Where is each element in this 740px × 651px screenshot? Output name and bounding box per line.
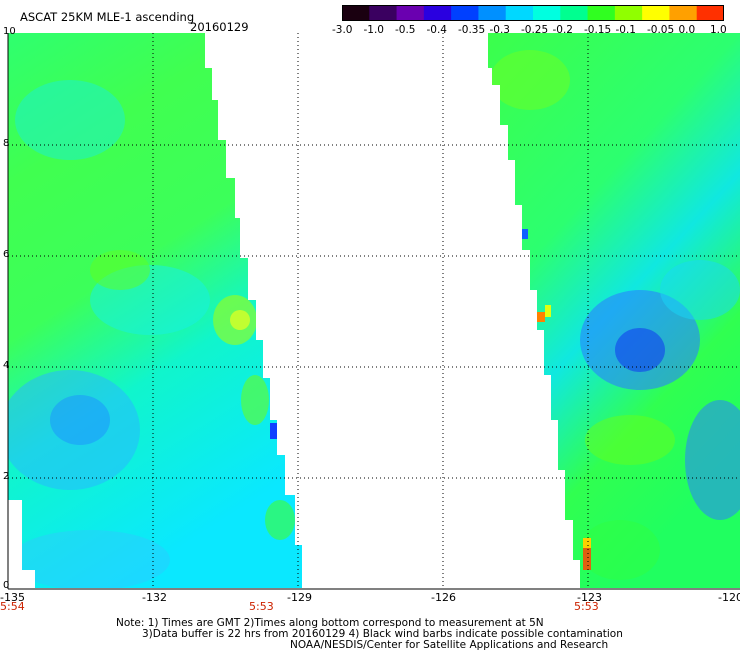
colorbar-swatch — [478, 5, 507, 21]
colorbar-swatch — [505, 5, 534, 21]
colorbar-swatch — [560, 5, 589, 21]
x-tick-label: -120 — [718, 591, 740, 604]
x-tick-label: -135 — [0, 591, 25, 604]
colorbar-border — [342, 5, 724, 21]
swath-map — [7, 33, 740, 590]
y-tick-label: 8 — [3, 138, 10, 149]
y-tick-label: 4 — [3, 360, 10, 371]
x-tick-label: -123 — [577, 591, 602, 604]
colorbar-tick-label: -0.4 — [426, 24, 448, 36]
colorbar-swatch — [342, 5, 370, 21]
y-tick-label: 2 — [3, 471, 10, 482]
colorbar-swatch — [642, 5, 670, 21]
note-line-3: NOAA/NESDIS/Center for Satellite Applica… — [290, 639, 609, 651]
map-date: 20160129 — [190, 20, 249, 34]
colorbar-tick-label: -1.0 — [363, 24, 385, 36]
colorbar-swatch — [423, 5, 452, 21]
time-label: 5:54 — [0, 600, 25, 613]
colorbar-swatch — [614, 5, 643, 21]
colorbar-swatch — [533, 5, 561, 21]
colorbar — [342, 5, 724, 21]
colorbar-swatch — [396, 5, 425, 21]
y-tick-label: 0 — [3, 580, 10, 591]
x-tick-label: -126 — [431, 591, 456, 604]
y-tick-label: 10 — [3, 26, 16, 37]
left-swath — [8, 33, 302, 588]
map-title: ASCAT 25KM MLE-1 ascending — [20, 10, 195, 24]
colorbar-tick-label: -0.35 — [458, 24, 486, 36]
note-line-1: Note: 1) Times are GMT 2)Times along bot… — [116, 617, 544, 629]
x-tick-label: -132 — [142, 591, 167, 604]
colorbar-swatch — [369, 5, 398, 21]
colorbar-swatch — [696, 5, 724, 21]
y-tick-label: 6 — [3, 249, 10, 260]
colorbar-tick-label: -3.0 — [332, 24, 353, 36]
note-line-2: 3)Data buffer is 22 hrs from 20160129 4)… — [142, 628, 623, 640]
colorbar-swatch — [587, 5, 616, 21]
colorbar-tick-label: -0.5 — [395, 24, 416, 36]
x-tick-label: -129 — [287, 591, 312, 604]
colorbar-swatch — [669, 5, 698, 21]
colorbar-swatch — [451, 5, 479, 21]
time-label: 5:53 — [574, 600, 599, 613]
map-grid — [8, 33, 740, 588]
right-swath — [488, 33, 740, 588]
time-label: 5:53 — [249, 600, 274, 613]
